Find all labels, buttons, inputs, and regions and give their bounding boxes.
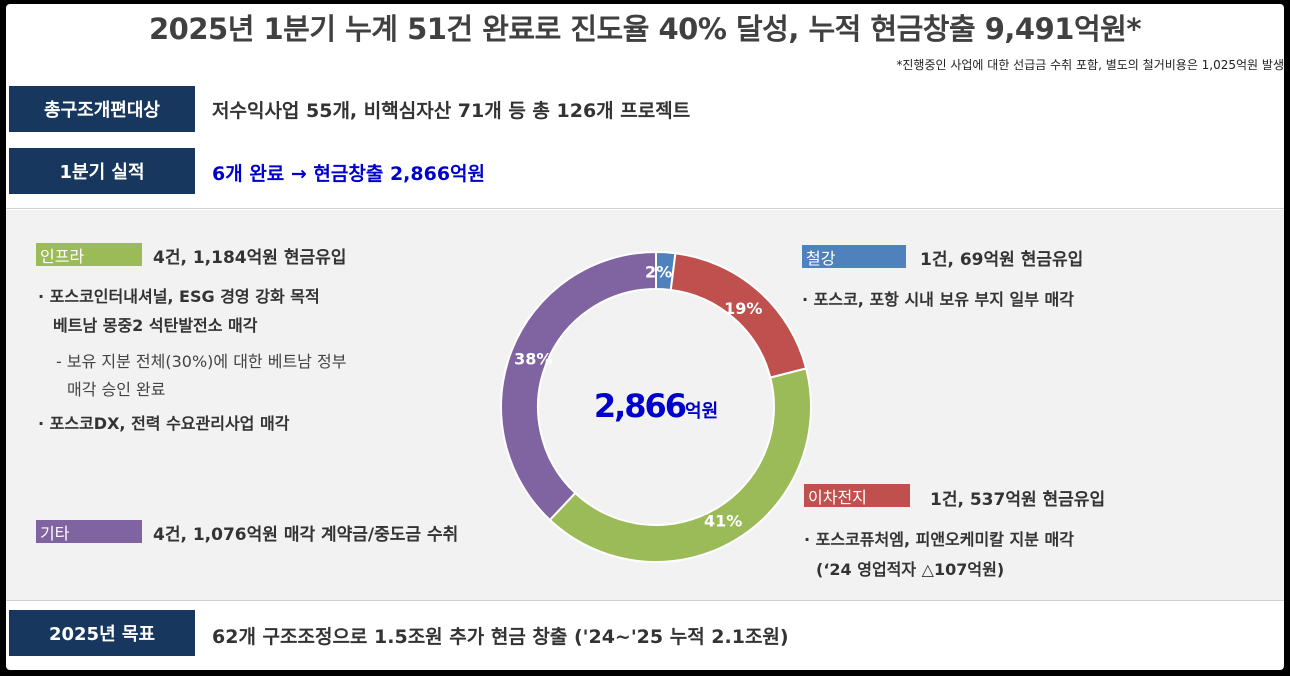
infra-bullet-1: · 포스코인터내셔널, ESG 경영 강화 목적 [38, 287, 320, 306]
slice-label-1: 2% [645, 262, 672, 281]
center-unit: 억원 [685, 401, 718, 422]
chart-area: 인프라 4건, 1,184억원 현금유입 · 포스코인터내셔널, ESG 경영 … [6, 210, 1284, 600]
battery-bullet-2: (‘24 영업적자 △107억원) [816, 560, 1005, 579]
category-battery-headline: 1건, 537억원 현금유입 [930, 490, 1106, 510]
slide: 2025년 1분기 누계 51건 완료로 진도율 40% 달성, 누적 현금창출… [6, 4, 1284, 670]
category-steel-headline: 1건, 69억원 현금유입 [920, 250, 1084, 270]
category-steel-label: 철강 [802, 245, 906, 268]
q1-result-label: 1분기 실적 [9, 148, 195, 194]
restructuring-target-label: 총구조개편대상 [9, 86, 195, 132]
category-battery-label: 이차전지 [804, 484, 910, 507]
target-2025-text: 62개 구조조정으로 1.5조원 추가 현금 창출 ('24~'25 누적 2.… [212, 626, 789, 648]
steel-bullet-1: · 포스코, 포항 시내 보유 부지 일부 매각 [802, 290, 1074, 309]
center-value: 2,866 [594, 387, 686, 425]
category-other-label: 기타 [36, 520, 142, 543]
slice-label-3: 41% [704, 512, 742, 531]
restructuring-target-text: 저수익사업 55개, 비핵심자산 71개 등 총 126개 프로젝트 [212, 100, 691, 122]
infra-sub-1: - 보유 지분 전체(30%)에 대한 베트남 정부 [56, 352, 347, 371]
infra-bullet-1-cont: 베트남 몽중2 석탄발전소 매각 [53, 316, 258, 335]
divider-bottom [6, 600, 1284, 601]
donut-chart: 2% 19% 41% 38% 2,866억원 [500, 250, 812, 563]
slice-3 [548, 367, 812, 563]
category-infra-label: 인프라 [36, 243, 142, 266]
q1-result-text: 6개 완료 → 현금창출 2,866억원 [212, 163, 486, 185]
category-infra-headline: 4건, 1,184억원 현금유입 [153, 248, 347, 268]
target-2025-label: 2025년 목표 [9, 610, 195, 656]
slice-4 [500, 250, 657, 522]
infra-sub-2: 매각 승인 완료 [67, 380, 166, 399]
divider-top [6, 208, 1284, 209]
battery-bullet-1: · 포스코퓨처엠, 피앤오케미칼 지분 매각 [804, 530, 1074, 549]
page-title: 2025년 1분기 누계 51건 완료로 진도율 40% 달성, 누적 현금창출… [149, 12, 1142, 46]
infra-bullet-2: · 포스코DX, 전력 수요관리사업 매각 [38, 414, 290, 433]
slice-label-2: 19% [724, 299, 762, 318]
slice-label-4: 38% [514, 349, 552, 368]
footnote: *진행중인 사업에 대한 선급금 수취 포함, 별도의 철거비용은 1,025억… [896, 58, 1284, 72]
center-value-label: 2,866억원 [594, 387, 718, 425]
category-other-headline: 4건, 1,076억원 매각 계약금/중도금 수취 [153, 525, 459, 545]
